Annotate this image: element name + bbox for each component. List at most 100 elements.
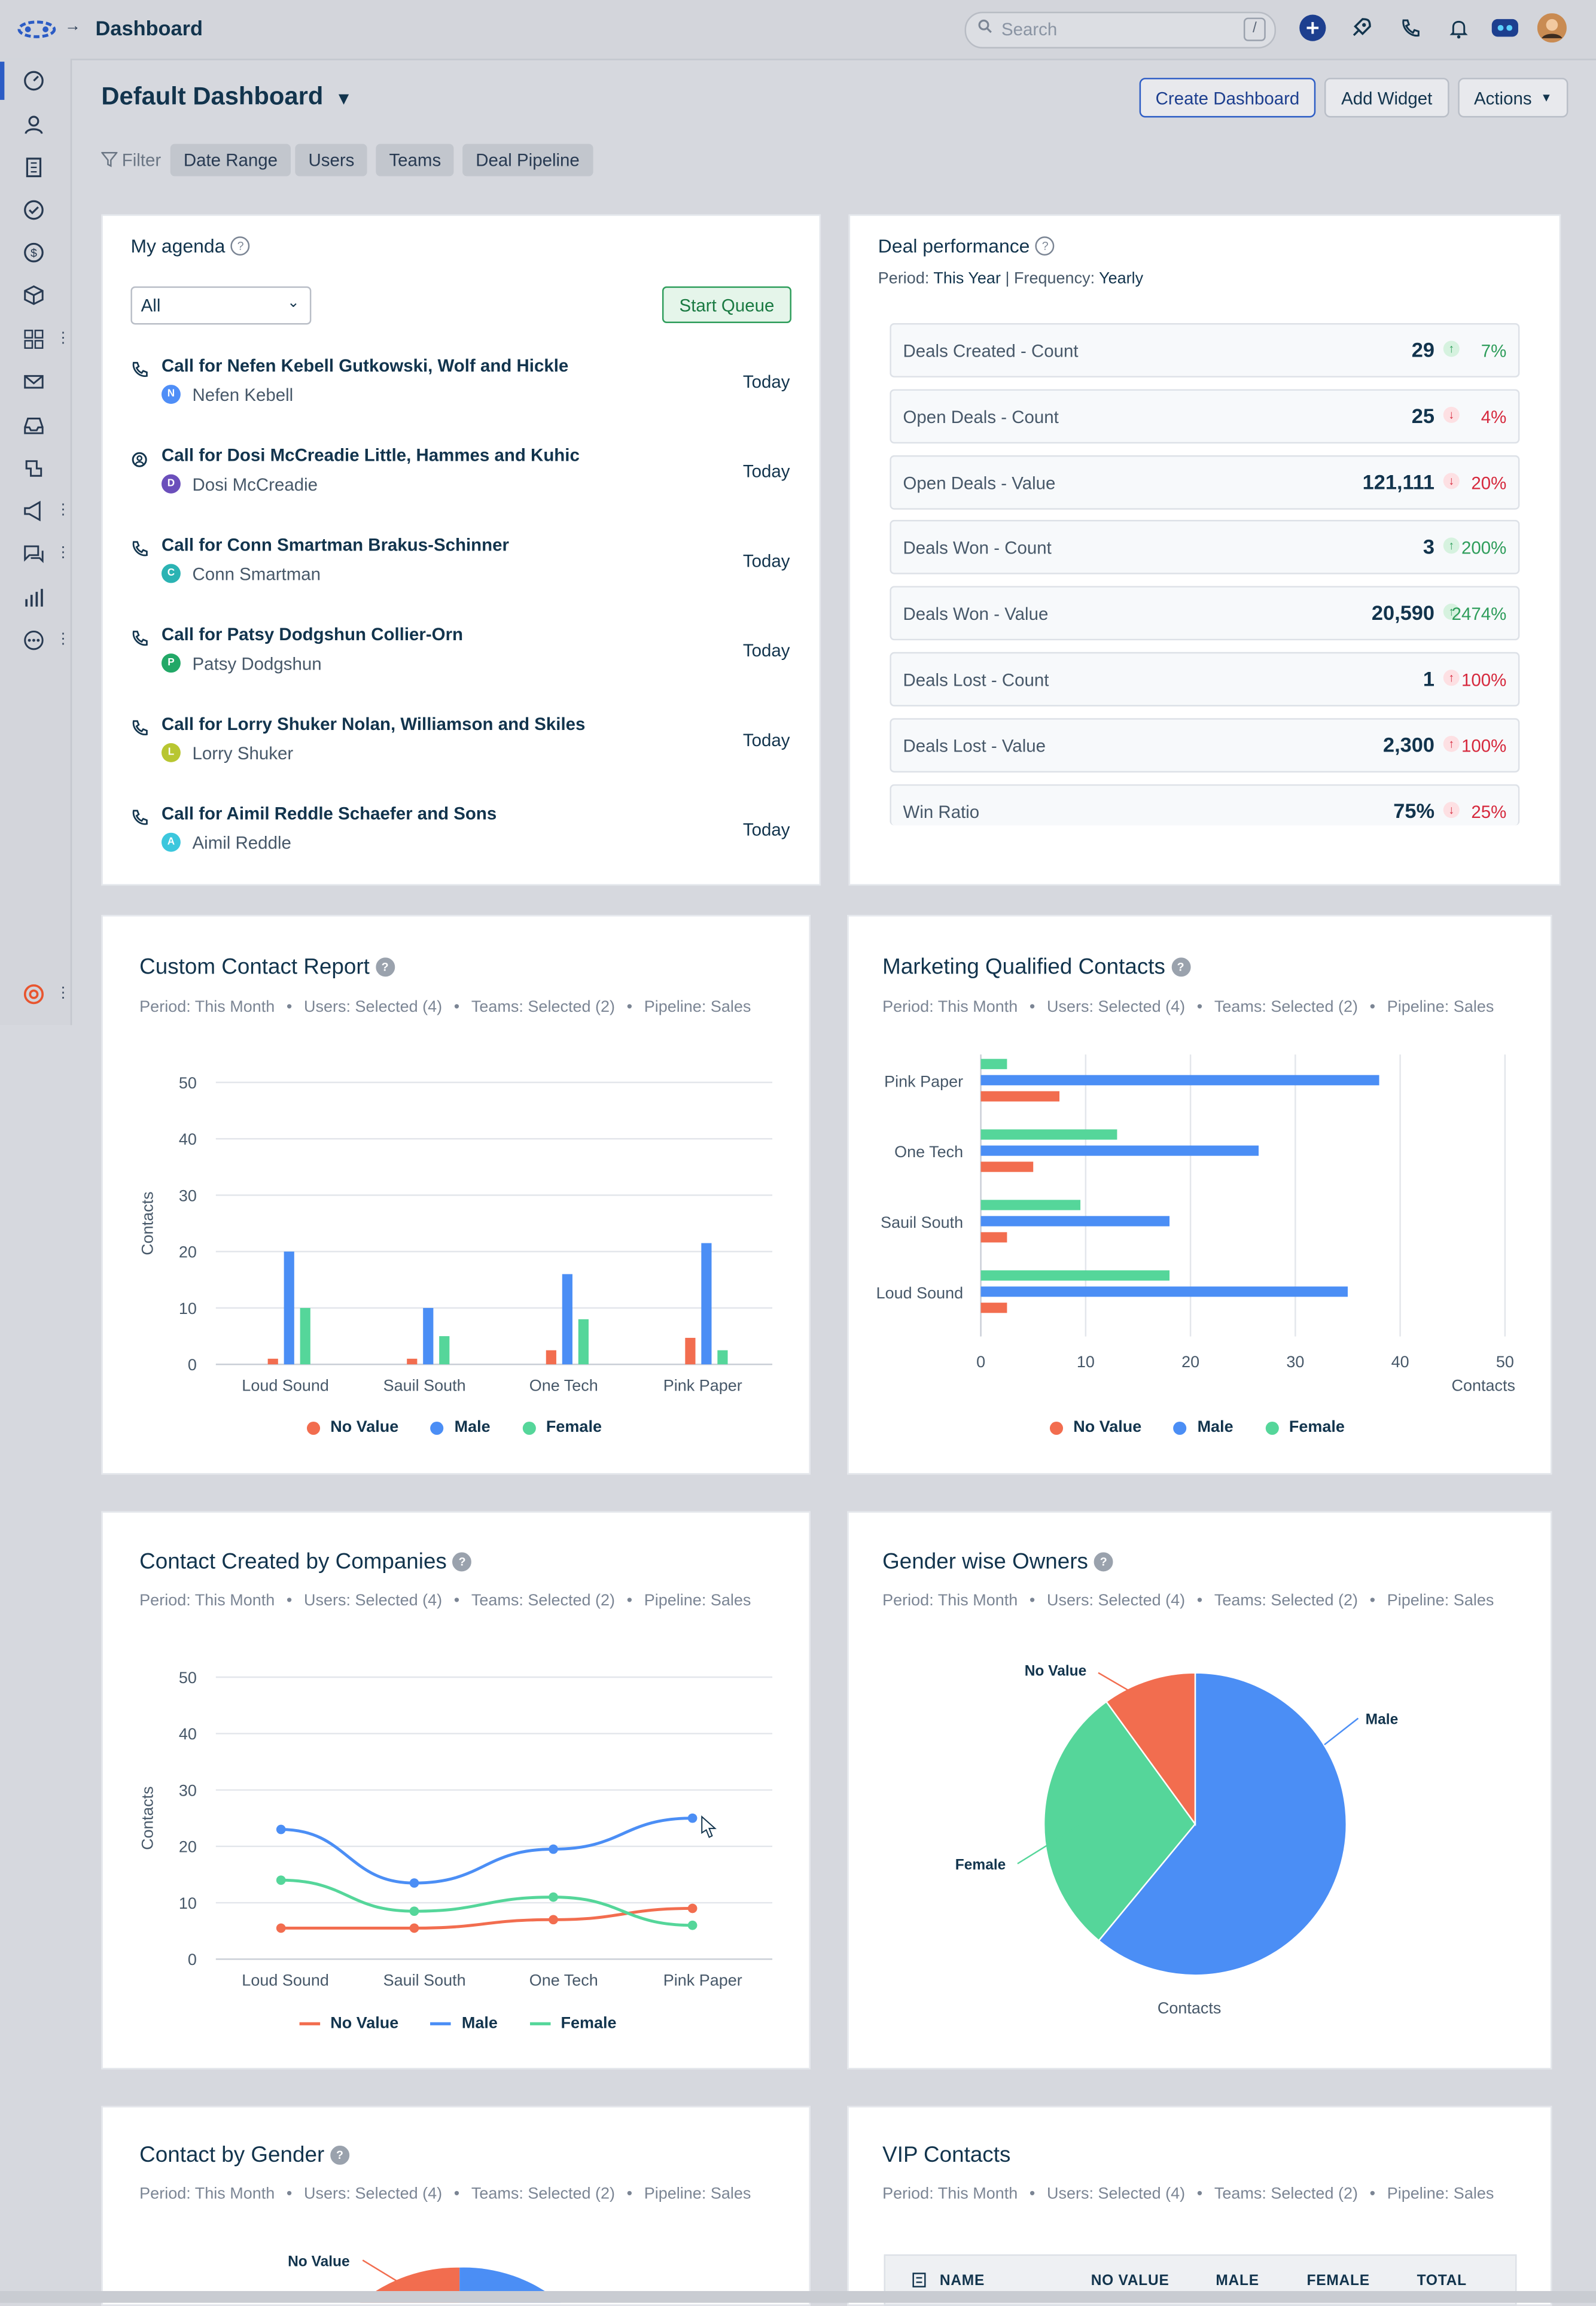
sidebar-more-campaigns-icon[interactable]: ⋮ bbox=[56, 503, 71, 519]
bar[interactable] bbox=[980, 1303, 1007, 1313]
phone-button[interactable] bbox=[1395, 13, 1424, 42]
agenda-item[interactable]: Call for Patsy Dodgshun Collier-Orn P Pats… bbox=[130, 624, 790, 695]
bar[interactable] bbox=[980, 1058, 1007, 1069]
bar[interactable] bbox=[578, 1319, 589, 1365]
add-button[interactable] bbox=[1298, 13, 1327, 42]
help-icon[interactable]: ? bbox=[375, 957, 395, 977]
sidebar-item-dashboard[interactable] bbox=[20, 68, 47, 94]
user-avatar[interactable] bbox=[1537, 13, 1567, 43]
filter-chip-date-range[interactable]: Date Range bbox=[170, 144, 291, 177]
agenda-item-title[interactable]: Call for Dosi McCreadie Little, Hammes a… bbox=[161, 445, 580, 466]
notifications-button[interactable] bbox=[1443, 13, 1473, 42]
bar[interactable] bbox=[546, 1350, 556, 1365]
data-point[interactable] bbox=[549, 1892, 558, 1902]
bar[interactable] bbox=[980, 1216, 1170, 1227]
data-point[interactable] bbox=[549, 1844, 558, 1854]
vip-col-total[interactable]: TOTAL bbox=[1417, 2273, 1467, 2290]
filter-chip-users[interactable]: Users bbox=[295, 144, 368, 177]
sidebar-item-campaigns[interactable] bbox=[20, 498, 47, 524]
agenda-item-contact[interactable]: Nefen Kebell bbox=[192, 385, 294, 406]
sidebar-item-email[interactable] bbox=[20, 369, 47, 395]
legend-male[interactable]: Male bbox=[431, 1419, 491, 1437]
vip-col-name[interactable]: NAME bbox=[939, 2273, 985, 2290]
actions-button[interactable]: Actions ▼ bbox=[1458, 78, 1568, 118]
help-icon[interactable]: ? bbox=[1094, 1552, 1113, 1572]
add-widget-button[interactable]: Add Widget bbox=[1324, 78, 1449, 118]
pie-slice[interactable] bbox=[1043, 1700, 1196, 1942]
bar[interactable] bbox=[980, 1091, 1060, 1102]
sidebar-item-deals[interactable]: $ bbox=[20, 239, 47, 266]
vip-col-no-value[interactable]: NO VALUE bbox=[1091, 2273, 1169, 2290]
agenda-item[interactable]: Call for Dosi McCreadie Little, Hammes a… bbox=[130, 445, 790, 516]
sidebar-more-icon[interactable]: ⋮ bbox=[56, 632, 71, 648]
agenda-item[interactable]: Call for Lorry Shuker Nolan, Williamson … bbox=[130, 714, 790, 784]
dashboard-selector[interactable]: Default Dashboard ▼ bbox=[101, 82, 352, 111]
expand-arrow-icon[interactable]: → bbox=[64, 17, 81, 35]
create-dashboard-button[interactable]: Create Dashboard bbox=[1139, 78, 1316, 118]
bar[interactable] bbox=[980, 1270, 1170, 1281]
rocket-button[interactable] bbox=[1347, 13, 1376, 42]
legend-female[interactable]: Female bbox=[529, 2015, 617, 2033]
data-point[interactable] bbox=[687, 1920, 698, 1930]
sidebar-item-accounts[interactable] bbox=[20, 154, 47, 181]
series-line[interactable] bbox=[281, 1878, 693, 1927]
bar[interactable] bbox=[717, 1350, 728, 1365]
data-point[interactable] bbox=[687, 1813, 698, 1823]
sidebar-item-contacts[interactable] bbox=[20, 112, 47, 138]
data-point[interactable] bbox=[687, 1903, 698, 1913]
pie-slice[interactable] bbox=[1105, 1672, 1196, 1827]
agenda-item-contact[interactable]: Dosi McCreadie bbox=[192, 474, 318, 495]
agenda-item-contact[interactable]: Patsy Dodgshun bbox=[192, 653, 322, 674]
bar[interactable] bbox=[407, 1358, 418, 1365]
data-point[interactable] bbox=[409, 1878, 419, 1888]
vip-col-female[interactable]: FEMALE bbox=[1306, 2273, 1370, 2290]
agenda-item-title[interactable]: Call for Aimil Reddle Schaefer and Sons bbox=[161, 803, 497, 824]
agenda-item-title[interactable]: Call for Patsy Dodgshun Collier-Orn bbox=[161, 624, 464, 645]
pie-slice[interactable] bbox=[1098, 1672, 1347, 1976]
bar[interactable] bbox=[439, 1336, 450, 1365]
data-point[interactable] bbox=[276, 1824, 286, 1835]
bar[interactable] bbox=[980, 1161, 1034, 1172]
agenda-item[interactable]: Call for Nefen Kebell Gutkowski, Wolf an… bbox=[130, 355, 790, 426]
bar[interactable] bbox=[980, 1145, 1259, 1156]
app-logo-icon[interactable] bbox=[16, 17, 57, 41]
bar[interactable] bbox=[562, 1274, 572, 1365]
agenda-item-title[interactable]: Call for Conn Smartman Brakus-Schinner bbox=[161, 534, 510, 555]
data-point[interactable] bbox=[409, 1906, 419, 1916]
sidebar-more-apps-icon[interactable]: ⋮ bbox=[56, 331, 71, 347]
series-line[interactable] bbox=[281, 1907, 693, 1930]
agenda-item-contact[interactable]: Lorry Shuker bbox=[192, 743, 294, 764]
sidebar-more-chat-icon[interactable]: ⋮ bbox=[56, 546, 71, 561]
series-line[interactable] bbox=[281, 1817, 693, 1885]
sidebar-item-help[interactable] bbox=[20, 981, 47, 1008]
sidebar-item-tasks[interactable] bbox=[20, 197, 47, 223]
legend-female[interactable]: Female bbox=[522, 1419, 602, 1437]
help-icon[interactable]: ? bbox=[1171, 957, 1190, 977]
help-icon[interactable]: ? bbox=[1035, 236, 1055, 256]
agenda-item[interactable]: Call for Aimil Reddle Schaefer and Sons A… bbox=[130, 804, 790, 874]
legend-no-value[interactable]: No Value bbox=[306, 1419, 398, 1437]
agenda-item-title[interactable]: Call for Nefen Kebell Gutkowski, Wolf an… bbox=[161, 355, 569, 376]
bar[interactable] bbox=[267, 1358, 278, 1365]
help-icon[interactable]: ? bbox=[231, 236, 251, 256]
filter-chip-teams[interactable]: Teams bbox=[376, 144, 455, 177]
agenda-item[interactable]: Call for Conn Smartman Brakus-Schinner C C… bbox=[130, 534, 790, 605]
bar[interactable] bbox=[300, 1307, 310, 1365]
legend-female[interactable]: Female bbox=[1265, 1419, 1345, 1437]
legend-no-value[interactable]: No Value bbox=[299, 2015, 398, 2033]
vip-col-male[interactable]: MALE bbox=[1216, 2273, 1259, 2290]
agenda-item-title[interactable]: Call for Lorry Shuker Nolan, Williamson … bbox=[161, 713, 586, 735]
bar[interactable] bbox=[284, 1251, 294, 1365]
sidebar-item-more[interactable] bbox=[20, 627, 47, 653]
bar[interactable] bbox=[701, 1243, 712, 1365]
agenda-item-contact[interactable]: Aimil Reddle bbox=[192, 832, 291, 854]
start-queue-button[interactable]: Start Queue bbox=[662, 286, 791, 323]
bar[interactable] bbox=[980, 1286, 1348, 1297]
data-point[interactable] bbox=[549, 1915, 558, 1925]
filter-chip-deal-pipeline[interactable]: Deal Pipeline bbox=[462, 144, 593, 177]
bar[interactable] bbox=[980, 1200, 1081, 1210]
sidebar-item-inbox[interactable] bbox=[20, 413, 47, 439]
freddy-ai-button[interactable] bbox=[1490, 13, 1519, 42]
legend-male[interactable]: Male bbox=[1174, 1419, 1233, 1437]
sidebar-item-reports[interactable] bbox=[20, 585, 47, 611]
